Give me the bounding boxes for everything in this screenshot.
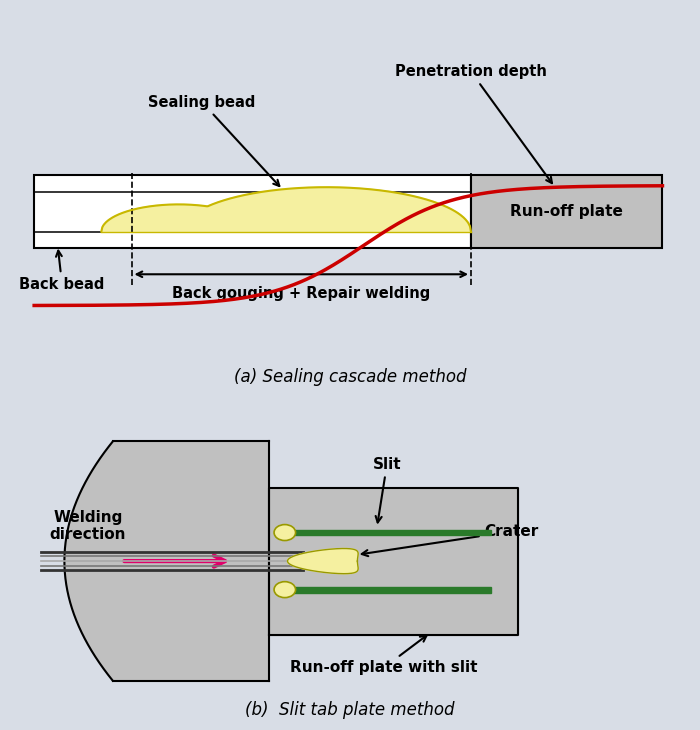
Ellipse shape — [274, 525, 295, 540]
Text: Back gouging + Repair welding: Back gouging + Repair welding — [172, 285, 430, 301]
Text: Crater: Crater — [362, 524, 539, 556]
Polygon shape — [286, 587, 491, 593]
Text: Run-off plate with slit: Run-off plate with slit — [290, 636, 477, 675]
Text: Penetration depth: Penetration depth — [395, 64, 552, 183]
Text: Sealing bead: Sealing bead — [148, 95, 279, 186]
Text: Back bead: Back bead — [20, 250, 105, 292]
Polygon shape — [102, 187, 471, 231]
Text: (a) Sealing cascade method: (a) Sealing cascade method — [234, 369, 466, 386]
Text: Welding
direction: Welding direction — [50, 510, 126, 542]
Text: (b)  Slit tab plate method: (b) Slit tab plate method — [245, 702, 455, 719]
FancyBboxPatch shape — [34, 175, 471, 248]
Ellipse shape — [274, 582, 295, 598]
Polygon shape — [270, 488, 518, 634]
Text: Run-off plate: Run-off plate — [510, 204, 623, 219]
Polygon shape — [64, 442, 270, 680]
Polygon shape — [288, 548, 358, 574]
Text: Slit: Slit — [372, 457, 401, 523]
FancyBboxPatch shape — [471, 175, 662, 248]
Polygon shape — [286, 529, 491, 536]
